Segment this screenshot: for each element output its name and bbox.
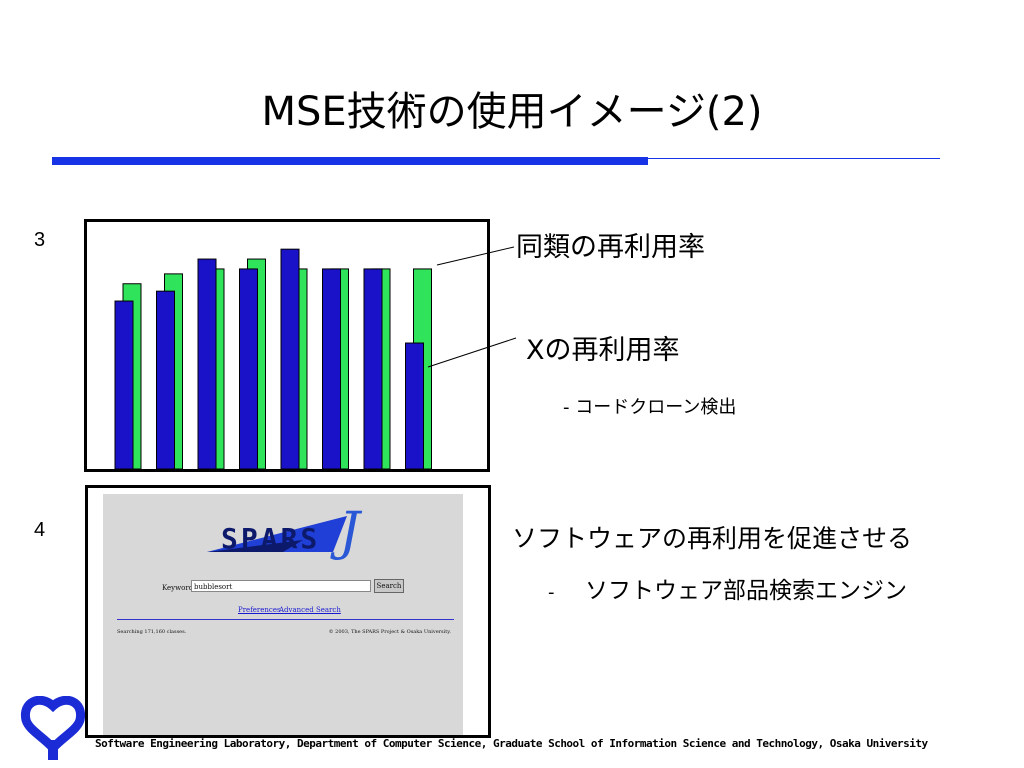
bar-series1-7 xyxy=(363,268,383,469)
preferences-link[interactable]: Preferences xyxy=(238,606,281,614)
label-x-reuse-rate: Xの再利用率 xyxy=(526,335,680,366)
bar-series1-6 xyxy=(322,268,341,469)
search-engine-dash: - xyxy=(548,582,555,603)
copyright-notice: © 2003, The SPARS Project & Osaka Univer… xyxy=(328,629,451,635)
spars-logo-text: SPARS xyxy=(221,522,321,555)
section-number-4: 4 xyxy=(34,519,46,541)
reuse-rate-chart xyxy=(84,219,490,472)
footer-affiliation: Software Engineering Laboratory, Departm… xyxy=(95,737,928,750)
section-number-3: 3 xyxy=(34,229,46,251)
search-button[interactable]: Search xyxy=(374,579,404,593)
bar-chart-svg xyxy=(114,248,432,469)
bar-series1-8 xyxy=(405,342,424,469)
slide-title: MSE技術の使用イメージ(2) xyxy=(261,89,763,135)
bar-series1-4 xyxy=(239,268,258,469)
bar-series1-1 xyxy=(114,300,134,469)
label-same-kind-reuse-rate: 同類の再利用率 xyxy=(516,232,705,263)
code-clone-detection-item: - コードクローン検出 xyxy=(563,397,737,418)
bar-series1-5 xyxy=(280,248,300,469)
spars-logo-wedge xyxy=(207,516,347,552)
title-underline-thin xyxy=(648,158,940,159)
bar-series1-3 xyxy=(197,258,217,469)
spars-screenshot-frame: SPARS J Keyword bubblesort Search Prefer… xyxy=(85,485,491,738)
searching-status: Searching 171,160 classes. xyxy=(117,629,187,635)
keyword-search-input[interactable]: bubblesort xyxy=(191,580,371,592)
component-search-engine-item: ソフトウェア部品検索エンジン xyxy=(585,578,907,604)
label-promote-reuse: ソフトウェアの再利用を促進させる xyxy=(512,524,913,553)
advanced-search-link[interactable]: Advanced Search xyxy=(279,606,341,614)
spars-logo-j: J xyxy=(339,502,360,562)
bar-series1-2 xyxy=(156,290,175,469)
spars-divider xyxy=(117,619,454,620)
title-underline-thick xyxy=(52,157,648,165)
osaka-university-logo-icon xyxy=(20,696,86,760)
spars-search-page: SPARS J Keyword bubblesort Search Prefer… xyxy=(103,494,463,735)
keyword-label: Keyword xyxy=(162,584,194,592)
